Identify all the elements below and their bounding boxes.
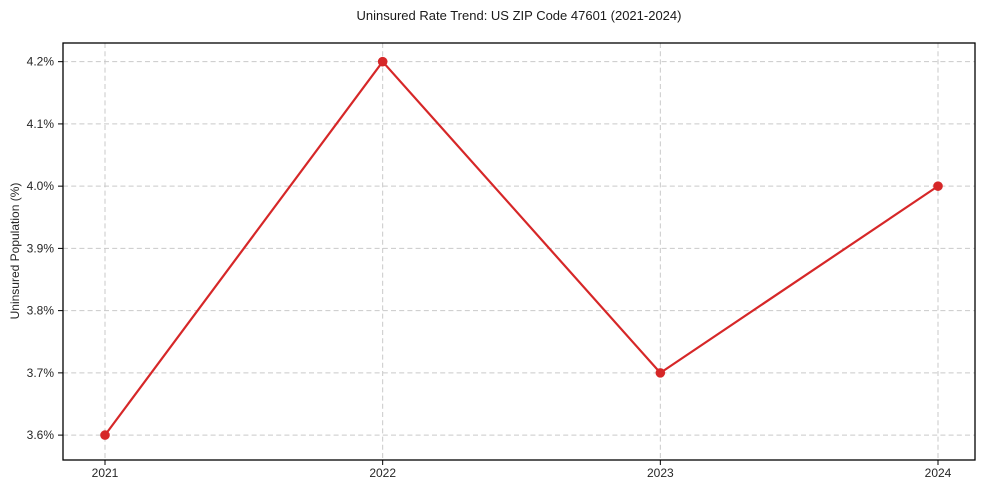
y-tick-label: 3.8% — [27, 304, 55, 318]
y-tick-label: 3.9% — [27, 241, 55, 255]
x-tick-label: 2023 — [647, 466, 674, 480]
y-tick-label: 3.7% — [27, 366, 55, 380]
chart-title: Uninsured Rate Trend: US ZIP Code 47601 … — [356, 8, 682, 23]
y-tick-label: 4.1% — [27, 117, 55, 131]
data-point-marker — [100, 430, 110, 440]
y-tick-label: 4.0% — [27, 179, 55, 193]
y-tick-label: 4.2% — [27, 55, 55, 69]
x-tick-label: 2022 — [369, 466, 396, 480]
x-tick-label: 2021 — [92, 466, 119, 480]
axes-border — [62, 42, 976, 461]
y-tick-label: 3.6% — [27, 428, 55, 442]
x-tick-label: 2024 — [925, 466, 952, 480]
data-point-marker — [933, 181, 943, 191]
series-line — [103, 60, 940, 437]
data-point-marker — [655, 368, 666, 378]
data-point-marker — [377, 56, 388, 67]
